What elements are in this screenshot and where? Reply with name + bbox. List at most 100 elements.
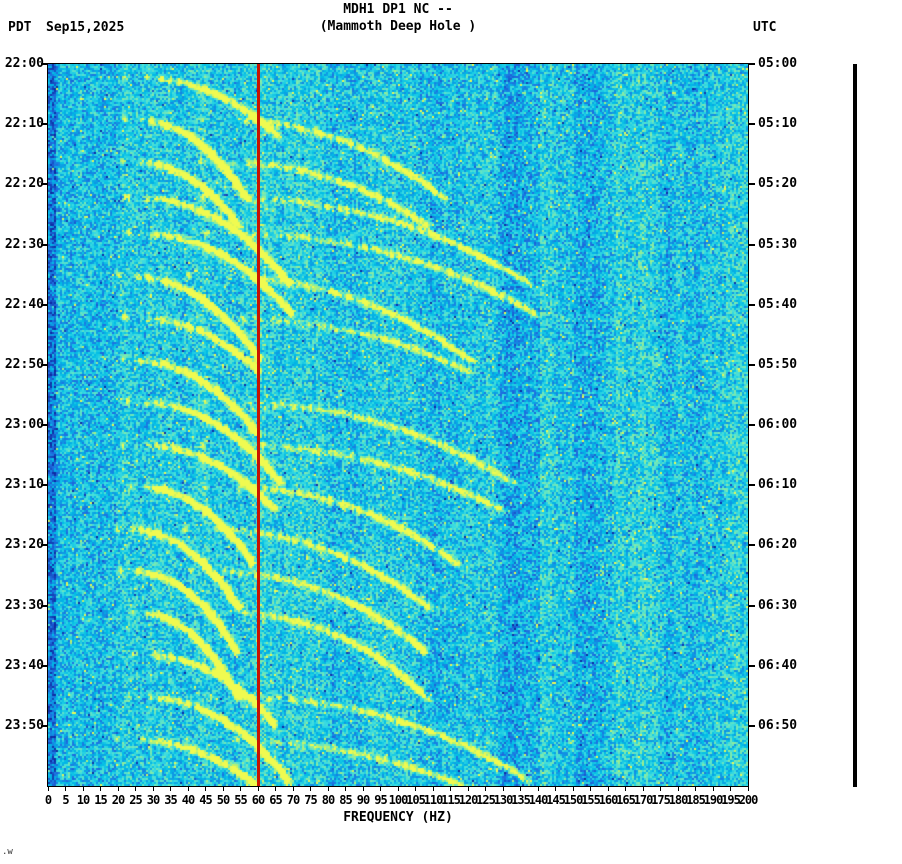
- x-axis-tick: [520, 786, 521, 791]
- right-axis-tick: [748, 63, 755, 65]
- x-tick-label: 170: [633, 793, 654, 807]
- x-tick-label: 30: [146, 793, 160, 807]
- x-axis-tick: [240, 786, 241, 791]
- left-time-label: 22:20: [4, 176, 44, 192]
- x-tick-label: 165: [616, 793, 636, 807]
- x-tick-label: 185: [686, 793, 706, 807]
- x-tick-label: 90: [356, 793, 370, 807]
- x-tick-label: 85: [339, 793, 352, 807]
- x-tick-label: 200: [738, 793, 759, 807]
- x-tick-label: 115: [441, 793, 461, 807]
- x-tick-label: 135: [511, 793, 531, 807]
- x-axis-tick: [607, 786, 609, 791]
- left-time-label: 23:20: [4, 537, 44, 553]
- x-axis-tick: [257, 786, 259, 791]
- left-axis-tick: [41, 604, 48, 607]
- x-tick-label: 120: [458, 793, 479, 807]
- x-tick-label: 50: [216, 793, 230, 807]
- x-axis-tick: [660, 786, 661, 791]
- left-time-label: 22:50: [4, 356, 44, 372]
- x-axis-tick: [677, 786, 679, 791]
- x-axis-tick: [187, 786, 189, 791]
- right-axis-tick: [748, 303, 755, 306]
- left-axis-tick: [41, 243, 48, 246]
- right-axis-tick: [748, 724, 755, 727]
- right-axis-tick: [748, 363, 755, 366]
- x-axis-tick: [450, 786, 451, 791]
- x-tick-label: 20: [111, 793, 125, 807]
- right-time-label: 05:40: [758, 296, 798, 312]
- left-axis-tick: [41, 724, 48, 727]
- x-axis-tick: [310, 786, 311, 791]
- x-tick-label: 35: [164, 793, 177, 807]
- left-time-label: 22:30: [4, 236, 44, 252]
- x-tick-label: 55: [234, 793, 247, 807]
- x-tick-label: 100: [388, 793, 409, 807]
- x-axis-tick: [555, 786, 556, 791]
- x-axis-tick: [82, 786, 84, 791]
- right-time-label: 06:20: [758, 537, 798, 553]
- x-tick-label: 70: [286, 793, 300, 807]
- left-axis-tick: [41, 183, 48, 186]
- right-time-label: 05:20: [758, 176, 798, 192]
- x-axis-tick: [362, 786, 364, 791]
- x-tick-label: 75: [304, 793, 317, 807]
- right-time-label: 05:00: [758, 56, 798, 71]
- x-axis-tick: [397, 786, 399, 791]
- x-axis-tick: [695, 786, 696, 791]
- right-time-label: 05:10: [758, 116, 798, 132]
- right-time-label: 06:00: [758, 417, 798, 432]
- x-tick-label: 110: [423, 793, 444, 807]
- right-time-label: 06:40: [758, 657, 798, 673]
- x-axis-tick: [275, 786, 276, 791]
- x-axis-tick: [485, 786, 486, 791]
- left-axis-tick: [41, 544, 48, 547]
- x-tick-label: 150: [563, 793, 584, 807]
- right-axis-tick: [748, 604, 755, 607]
- right-axis-tick: [748, 484, 755, 487]
- x-tick-label: 125: [476, 793, 496, 807]
- x-tick-label: 0: [44, 793, 52, 807]
- x-axis-tick: [467, 786, 469, 791]
- x-tick-label: 80: [321, 793, 335, 807]
- x-axis-title: FREQUENCY (HZ): [343, 810, 453, 825]
- station-title: MDH1 DP1 NC --: [343, 2, 453, 17]
- x-axis-tick: [152, 786, 154, 791]
- right-time-label: 05:50: [758, 356, 798, 372]
- x-axis-tick: [590, 786, 591, 791]
- x-tick-label: 160: [598, 793, 619, 807]
- left-axis-tick: [41, 363, 48, 366]
- left-time-label: 23:50: [4, 717, 44, 733]
- station-subtitle: (Mammoth Deep Hole ): [319, 19, 477, 34]
- x-tick-label: 60: [251, 793, 265, 807]
- right-time-label: 05:30: [758, 236, 798, 252]
- left-time-label: 22:40: [4, 296, 44, 312]
- x-axis-tick: [135, 786, 136, 791]
- x-tick-label: 15: [94, 793, 107, 807]
- amplitude-scale-bar: [853, 64, 857, 787]
- x-tick-label: 25: [129, 793, 142, 807]
- x-axis-tick: [730, 786, 731, 791]
- right-time-label: 06:50: [758, 717, 798, 733]
- right-axis-tick: [748, 424, 755, 426]
- footer-note: .w: [2, 847, 13, 857]
- x-tick-label: 145: [546, 793, 566, 807]
- right-time-label: 06:30: [758, 597, 798, 613]
- spectrogram-canvas: [48, 64, 748, 786]
- plot-frame: [47, 63, 749, 787]
- x-axis-tick: [205, 786, 206, 791]
- x-axis-tick: [222, 786, 224, 791]
- x-axis-tick: [170, 786, 171, 791]
- left-time-label: 22:00: [4, 56, 44, 71]
- left-time-label: 23:40: [4, 657, 44, 673]
- right-axis-tick: [748, 243, 755, 246]
- x-tick-label: 105: [406, 793, 426, 807]
- right-axis-tick: [748, 544, 755, 547]
- x-tick-label: 5: [62, 793, 69, 807]
- left-axis-tick: [41, 484, 48, 487]
- x-axis-tick: [712, 786, 714, 791]
- left-time-label: 23:00: [4, 417, 44, 432]
- x-tick-label: 140: [528, 793, 549, 807]
- x-tick-label: 95: [374, 793, 387, 807]
